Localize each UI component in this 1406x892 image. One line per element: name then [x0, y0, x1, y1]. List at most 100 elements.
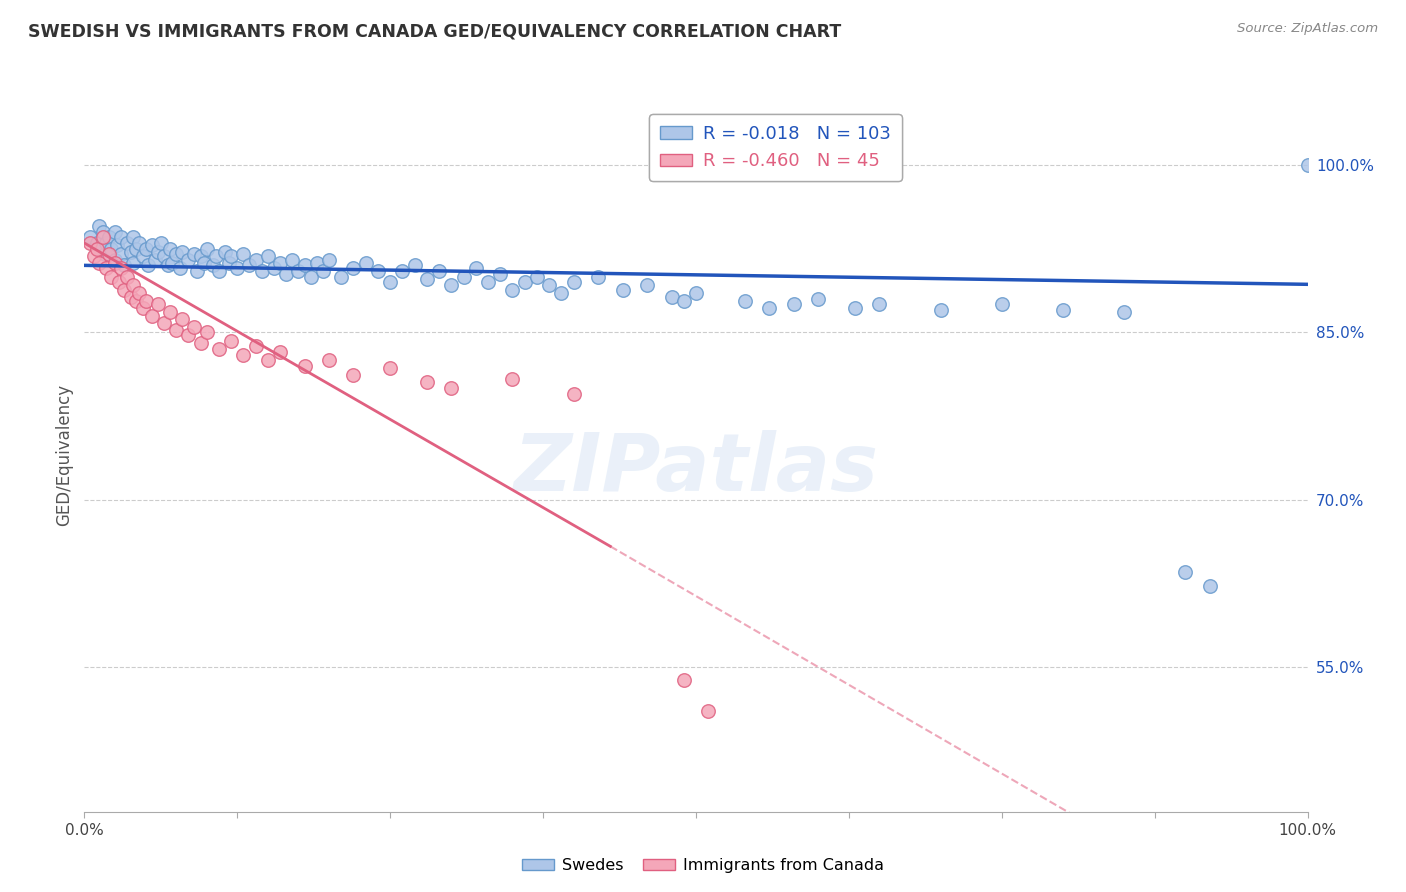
Point: [929, 303, 952, 318]
Point: [193, 256, 215, 270]
Point: [112, 259, 135, 273]
Point: [342, 368, 364, 382]
Point: [172, 312, 194, 326]
Point: [758, 301, 780, 315]
Point: [1174, 565, 1197, 579]
Point: [245, 339, 267, 353]
Point: [391, 264, 413, 278]
Point: [367, 264, 389, 278]
Point: [110, 247, 132, 261]
Point: [612, 283, 634, 297]
Legend: R = -0.018   N = 103, R = -0.460   N = 45: R = -0.018 N = 103, R = -0.460 N = 45: [650, 114, 901, 181]
Point: [464, 260, 486, 275]
Point: [218, 256, 240, 270]
Point: [195, 242, 218, 256]
Point: [294, 259, 316, 273]
Point: [97, 230, 120, 244]
Point: [263, 260, 285, 275]
Point: [96, 260, 118, 275]
Point: [226, 260, 249, 275]
Point: [105, 238, 128, 252]
Point: [502, 372, 524, 386]
Point: [318, 353, 340, 368]
Text: Source: ZipAtlas.com: Source: ZipAtlas.com: [1237, 22, 1378, 36]
Point: [1198, 580, 1220, 594]
Point: [100, 269, 122, 284]
Point: [162, 256, 184, 270]
Point: [115, 236, 138, 251]
Point: [380, 361, 402, 376]
Point: [150, 236, 173, 251]
Point: [125, 242, 148, 256]
Point: [636, 278, 658, 293]
Point: [1296, 158, 1319, 172]
Point: [416, 272, 439, 286]
Point: [299, 269, 322, 284]
Point: [83, 250, 105, 264]
Point: [294, 359, 316, 373]
Point: [110, 230, 132, 244]
Point: [172, 245, 194, 260]
Point: [94, 247, 117, 261]
Point: [342, 260, 364, 275]
Point: [120, 290, 142, 304]
Point: [440, 381, 463, 395]
Point: [661, 290, 683, 304]
Point: [136, 259, 159, 273]
Point: [86, 242, 108, 256]
Point: [91, 225, 114, 239]
Point: [132, 301, 155, 315]
Point: [190, 336, 212, 351]
Point: [112, 283, 135, 297]
Legend: Swedes, Immigrants from Canada: Swedes, Immigrants from Canada: [516, 852, 890, 880]
Point: [146, 297, 169, 311]
Point: [183, 319, 205, 334]
Point: [219, 250, 242, 264]
Point: [1052, 303, 1074, 318]
Point: [404, 259, 426, 273]
Point: [586, 269, 609, 284]
Point: [186, 264, 208, 278]
Point: [1114, 305, 1136, 319]
Point: [135, 242, 157, 256]
Point: [305, 256, 328, 270]
Point: [183, 247, 205, 261]
Point: [177, 252, 200, 267]
Point: [97, 247, 120, 261]
Point: [86, 236, 108, 251]
Point: [672, 673, 695, 688]
Point: [122, 230, 145, 244]
Point: [146, 245, 169, 260]
Point: [245, 252, 267, 267]
Point: [110, 260, 132, 275]
Point: [330, 269, 353, 284]
Text: ZIPatlas: ZIPatlas: [513, 430, 879, 508]
Point: [79, 230, 101, 244]
Point: [165, 247, 187, 261]
Point: [87, 219, 110, 234]
Point: [453, 269, 475, 284]
Point: [122, 278, 145, 293]
Point: [122, 256, 145, 270]
Text: SWEDISH VS IMMIGRANTS FROM CANADA GED/EQUIVALENCY CORRELATION CHART: SWEDISH VS IMMIGRANTS FROM CANADA GED/EQ…: [28, 22, 841, 40]
Point: [128, 286, 150, 301]
Point: [141, 309, 163, 323]
Point: [153, 250, 176, 264]
Point: [238, 259, 260, 273]
Point: [143, 252, 166, 267]
Point: [89, 242, 111, 256]
Point: [190, 250, 212, 264]
Point: [807, 292, 830, 306]
Point: [276, 268, 298, 282]
Point: [120, 245, 142, 260]
Point: [104, 252, 127, 267]
Point: [104, 256, 127, 270]
Point: [100, 242, 122, 256]
Point: [440, 278, 463, 293]
Point: [869, 297, 891, 311]
Point: [477, 275, 499, 289]
Point: [107, 275, 129, 289]
Point: [135, 294, 157, 309]
Point: [538, 278, 561, 293]
Point: [783, 297, 806, 311]
